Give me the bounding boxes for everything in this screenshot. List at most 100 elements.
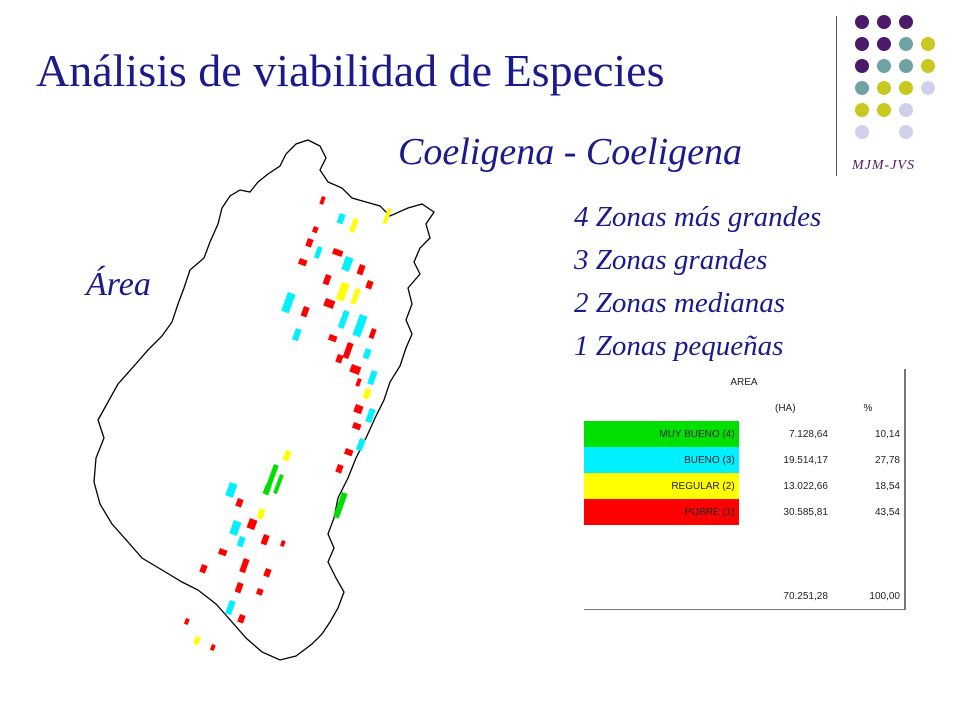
habitat-patch [279, 540, 286, 548]
slide-title: Análisis de viabilidad de Especies [36, 45, 665, 96]
table-row: MUY BUENO (4) 7.128,64 10,14 [584, 421, 905, 447]
decor-dot [877, 81, 891, 95]
habitat-patch [225, 482, 238, 498]
habitat-patch [217, 548, 228, 557]
habitat-patch [362, 348, 372, 360]
zone-4: 4 Zonas más grandes [574, 201, 822, 233]
table-header-blank [584, 395, 739, 421]
decor-dot [899, 81, 913, 95]
decor-dot [877, 37, 891, 51]
habitat-patch [291, 328, 302, 342]
col-ha-header: (HA) [775, 402, 796, 414]
decor-dot [899, 37, 913, 51]
row-label-bueno: BUENO (3) [584, 447, 739, 473]
table-total-row: 70.251,28 100,00 [584, 583, 905, 610]
decor-dot [855, 37, 869, 51]
row-ha: 19.514,17 [783, 454, 828, 466]
row-pct: 27,78 [874, 454, 900, 466]
zone-1: 1 Zonas pequeñas [574, 330, 784, 362]
habitat-patch [327, 334, 338, 343]
row-ha: 7.128,64 [788, 428, 828, 440]
row-ha: 13.022,66 [783, 480, 828, 492]
row-label-muy-bueno: MUY BUENO (4) [584, 421, 739, 447]
habitat-patch [335, 464, 344, 474]
table-row: POBRE (1) 30.585,81 43,54 [584, 499, 905, 525]
habitat-patch [367, 369, 378, 386]
habitat-patch [336, 213, 346, 225]
col-pct-header: % [863, 402, 873, 414]
row-pct: 43,54 [874, 506, 900, 518]
habitat-patch [305, 238, 314, 248]
habitat-patch [237, 614, 246, 624]
habitat-patch [355, 438, 366, 452]
habitat-patch [311, 226, 319, 234]
region-outline [93, 139, 435, 661]
row-label-pobre: POBRE (1) [584, 499, 739, 525]
decor-dot [855, 103, 869, 117]
habitat-patch [342, 342, 354, 360]
area-table: AREA (HA) % MUY BUENO (4) 7.128,64 10,14… [584, 369, 906, 610]
habitat-patch [246, 518, 258, 531]
habitat-patch [337, 310, 350, 329]
habitat-patch [239, 558, 250, 574]
habitat-patch [260, 533, 270, 546]
habitat-patch [273, 474, 284, 495]
habitat-patch [235, 498, 244, 508]
habitat-patch [343, 448, 354, 457]
habitat-patch [322, 274, 332, 286]
table-spacer-row [584, 525, 905, 583]
habitat-patch [350, 288, 361, 305]
habitat-patch [362, 388, 372, 400]
zone-2: 2 Zonas medianas [574, 287, 786, 319]
habitat-patch [281, 292, 296, 314]
habitat-patch [313, 245, 323, 259]
decor-dot [877, 59, 891, 73]
habitat-patch [353, 404, 364, 415]
habitat-patches [183, 196, 392, 652]
total-blank [584, 583, 739, 610]
habitat-patch [282, 450, 292, 462]
decor-dot [921, 37, 935, 51]
habitat-patch [236, 536, 246, 548]
decor-dot [899, 125, 913, 139]
row-ha: 30.585,81 [783, 506, 828, 518]
decor-dot [899, 59, 913, 73]
decor-dots [855, 15, 935, 139]
habitat-patch [256, 508, 266, 520]
table-row: BUENO (3) 19.514,17 27,78 [584, 447, 905, 473]
habitat-patch [265, 463, 279, 489]
habitat-patch [349, 364, 362, 375]
habitat-patch [323, 298, 336, 309]
habitat-patch [349, 217, 359, 233]
habitat-patch [297, 258, 308, 267]
habitat-patch [356, 264, 366, 276]
species-subtitle: Coeligena - Coeligena [398, 131, 743, 173]
decor-dot [877, 15, 891, 29]
zones-legend: 4 Zonas más grandes 3 Zonas grandes 2 Zo… [574, 196, 821, 368]
decor-dot [899, 15, 913, 29]
habitat-patch [352, 314, 368, 338]
habitat-patch [262, 484, 272, 496]
habitat-patch [199, 564, 208, 574]
habitat-patch [331, 248, 344, 258]
table-row: REGULAR (2) 13.022,66 18,54 [584, 473, 905, 499]
row-label-regular: REGULAR (2) [584, 473, 739, 499]
region-map [93, 139, 435, 661]
total-pct: 100,00 [869, 590, 900, 602]
habitat-patch [351, 421, 362, 431]
decor-dot [855, 15, 869, 29]
zone-3: 3 Zonas grandes [574, 244, 768, 276]
habitat-patch [225, 600, 236, 616]
decor-dot [855, 125, 869, 139]
decor-dot [855, 81, 869, 95]
area-label: Área [86, 266, 151, 303]
habitat-patch [365, 408, 376, 424]
habitat-patch [335, 354, 344, 364]
habitat-patch [368, 328, 377, 340]
decor-dot [877, 103, 891, 117]
decor-dot [921, 81, 935, 95]
table-header: AREA [730, 376, 758, 388]
habitat-patch [333, 492, 348, 519]
habitat-patch [300, 306, 310, 318]
table-spacer [584, 525, 905, 583]
